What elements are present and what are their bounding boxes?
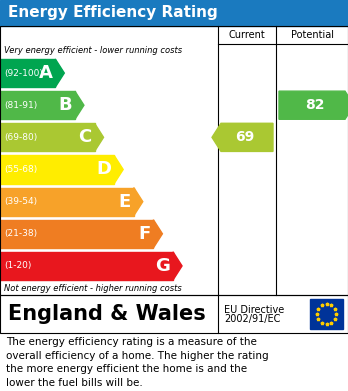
Bar — [0, 156, 114, 183]
Text: 82: 82 — [305, 98, 324, 112]
Bar — [0, 59, 55, 87]
Text: (55-68): (55-68) — [4, 165, 37, 174]
Bar — [0, 123, 95, 151]
Bar — [0, 91, 75, 119]
Bar — [0, 252, 173, 280]
Text: D: D — [96, 160, 111, 179]
Text: (81-91): (81-91) — [4, 101, 37, 110]
Polygon shape — [212, 123, 273, 151]
Text: 69: 69 — [235, 130, 254, 144]
Text: 2002/91/EC: 2002/91/EC — [224, 314, 280, 324]
Bar — [0, 295, 348, 333]
Text: Very energy efficient - lower running costs: Very energy efficient - lower running co… — [4, 46, 182, 55]
Text: (92-100): (92-100) — [4, 68, 43, 77]
Polygon shape — [173, 252, 182, 280]
Polygon shape — [95, 123, 104, 151]
Text: Potential: Potential — [291, 30, 333, 40]
Text: Not energy efficient - higher running costs: Not energy efficient - higher running co… — [4, 284, 182, 293]
Text: (21-38): (21-38) — [4, 229, 37, 238]
Text: Current: Current — [229, 30, 266, 40]
Text: England & Wales: England & Wales — [8, 304, 206, 324]
Polygon shape — [153, 220, 163, 248]
Text: EU Directive: EU Directive — [224, 305, 284, 315]
Text: G: G — [155, 257, 170, 275]
Polygon shape — [75, 91, 84, 119]
Bar — [0, 26, 348, 295]
Text: C: C — [78, 128, 92, 146]
Text: The energy efficiency rating is a measure of the
overall efficiency of a home. T: The energy efficiency rating is a measur… — [6, 337, 269, 388]
Polygon shape — [134, 188, 143, 216]
Text: (39-54): (39-54) — [4, 197, 37, 206]
Bar — [0, 0, 348, 26]
Text: (69-80): (69-80) — [4, 133, 37, 142]
Text: F: F — [138, 225, 150, 243]
Text: E: E — [119, 193, 131, 211]
Text: B: B — [58, 96, 72, 114]
Bar — [310, 299, 343, 329]
Polygon shape — [55, 59, 64, 87]
Polygon shape — [114, 156, 123, 183]
Bar — [0, 220, 153, 248]
Text: Energy Efficiency Rating: Energy Efficiency Rating — [8, 5, 218, 20]
Polygon shape — [279, 91, 348, 119]
Text: A: A — [38, 64, 52, 82]
Text: (1-20): (1-20) — [4, 262, 31, 271]
Bar — [0, 188, 134, 216]
